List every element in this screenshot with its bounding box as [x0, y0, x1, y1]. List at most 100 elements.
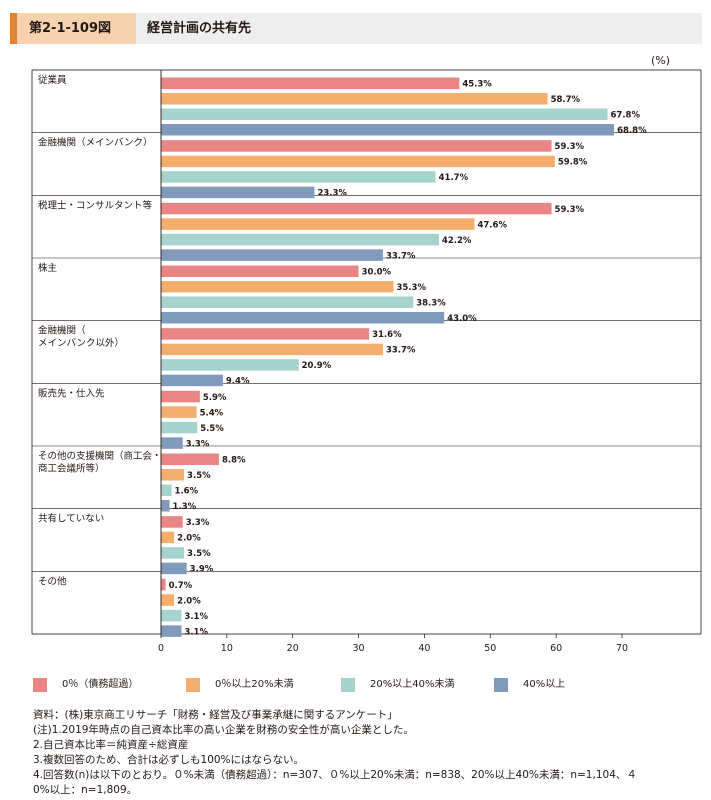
bar [161, 531, 175, 544]
bar-value-label: 68.8% [617, 126, 647, 136]
bar [161, 516, 183, 528]
bar [161, 578, 166, 591]
bar [161, 609, 182, 622]
bar [161, 265, 359, 277]
category-label: 金融機関（ [38, 325, 86, 337]
bar [161, 469, 185, 481]
bar [161, 390, 200, 403]
category-label: 商工会議所等） [38, 463, 105, 475]
bar-value-label: 2.0% [177, 534, 201, 544]
bar-value-label: 67.8% [611, 111, 641, 121]
category-label: 従業員 [38, 74, 67, 86]
bar-value-label: 33.7% [386, 251, 416, 261]
note-line: 2.自己資本比率＝純資産÷総資産 [33, 739, 189, 751]
bar [161, 625, 182, 637]
bar-value-label: 5.9% [203, 393, 227, 403]
figure-title: 経営計画の共有先 [147, 21, 252, 36]
bar-value-label: 3.5% [187, 471, 211, 481]
bar [161, 171, 436, 183]
bar-value-label: 38.3% [416, 299, 446, 309]
bar [161, 359, 299, 371]
header-accent-bar [10, 13, 17, 44]
bar [161, 108, 608, 120]
bar [161, 562, 187, 575]
bar [161, 500, 170, 512]
x-tick-label: 50 [484, 643, 496, 654]
bar [161, 155, 555, 168]
legend-swatch [186, 678, 200, 692]
bar [161, 124, 615, 136]
figure-header: 第2-1-109図 経営計画の共有先 [10, 13, 702, 44]
bar-value-label: 3.1% [184, 612, 208, 622]
note-line: 4.回答数(n)は以下のとおり。０%未満（債務超過）：n=307、０%以上20%… [33, 769, 637, 781]
bar [161, 343, 383, 356]
bar [161, 296, 414, 308]
bar-value-label: 3.3% [186, 439, 210, 449]
source-notes: 資料：(株)東京商工リサーチ「財務・経営及び事業承継に関するアンケート」 (注)… [33, 708, 705, 798]
bar-value-label: 30.0% [362, 268, 392, 278]
bar-value-label: 3.1% [184, 627, 208, 637]
legend-swatch [494, 678, 508, 692]
bar-value-label: 3.5% [187, 549, 211, 559]
category-label: 販売先・仕入先 [38, 387, 105, 399]
note-line: 3.複数回答のため、合計は必ずしも100%にはならない。 [33, 754, 305, 766]
bar-value-label: 59.3% [555, 205, 585, 215]
bar [161, 547, 185, 559]
plot-frame [31, 69, 702, 635]
bar-value-label: 2.0% [177, 596, 201, 606]
category-label: メインバンク以外） [38, 337, 124, 349]
category-label: 税理士・コンサルタント等 [38, 199, 153, 211]
bar [161, 437, 183, 449]
bar [161, 249, 383, 261]
bar-value-label: 33.7% [386, 346, 416, 356]
bar-value-label: 58.7% [551, 95, 581, 105]
bar [161, 93, 548, 105]
category-label: 金融機関（メインバンク） [38, 137, 152, 149]
bar-value-label: 0.7% [169, 581, 193, 591]
bar-value-label: 45.3% [462, 80, 492, 90]
bar-value-label: 3.3% [186, 518, 210, 528]
bar [161, 594, 175, 606]
bar-value-label: 1.6% [175, 487, 199, 497]
bar [161, 218, 475, 230]
bar-value-label: 47.6% [477, 220, 507, 230]
x-tick-label: 40 [418, 643, 430, 654]
category-label: その他の支援機関（商工会・ [38, 450, 162, 462]
bar-value-label: 23.3% [317, 189, 347, 199]
bar-value-label: 8.8% [222, 456, 246, 466]
bar [161, 186, 315, 199]
x-tick-label: 30 [353, 643, 365, 654]
bar-value-label: 1.3% [173, 502, 197, 512]
bar-value-label: 9.4% [226, 377, 250, 387]
bar [161, 202, 552, 215]
bar-value-label: 5.5% [200, 424, 224, 434]
bar [161, 453, 219, 465]
bar-value-label: 41.7% [439, 173, 469, 183]
bar [161, 421, 198, 434]
bar-value-label: 5.4% [200, 408, 224, 418]
bar-value-label: 31.6% [372, 330, 402, 340]
x-tick-label: 70 [616, 643, 628, 654]
unit-label: (%) [651, 54, 671, 67]
legend: 0％（債務超過） 0％以上20%未満 20%以上40%未満 40%以上 [33, 677, 693, 693]
note-line: 資料：(株)東京商工リサーチ「財務・経営及び事業承継に関するアンケート」 [33, 709, 398, 721]
x-tick-label: 60 [550, 643, 562, 654]
bar [161, 77, 460, 89]
legend-label: 0％（債務超過） [62, 679, 139, 690]
note-line: (注)1.2019年時点の自己資本比率の高い企業を財務の安全性が高い企業とした。 [33, 724, 414, 736]
bar-value-label: 43.0% [447, 314, 477, 324]
bar [161, 140, 552, 152]
note-line: 0%以上：n=1,809。 [33, 784, 138, 796]
bar-value-label: 3.9% [190, 565, 214, 575]
bar-value-label: 59.8% [558, 158, 588, 168]
legend-swatch [33, 678, 47, 692]
bar [161, 328, 370, 340]
legend-label: 20%以上40%未満 [370, 679, 455, 690]
x-tick-label: 10 [221, 643, 233, 654]
bar [161, 406, 197, 418]
legend-label: 0％以上20%未満 [215, 679, 294, 690]
legend-swatch [341, 678, 355, 692]
bar [161, 484, 172, 496]
bar-value-label: 42.2% [442, 236, 472, 246]
